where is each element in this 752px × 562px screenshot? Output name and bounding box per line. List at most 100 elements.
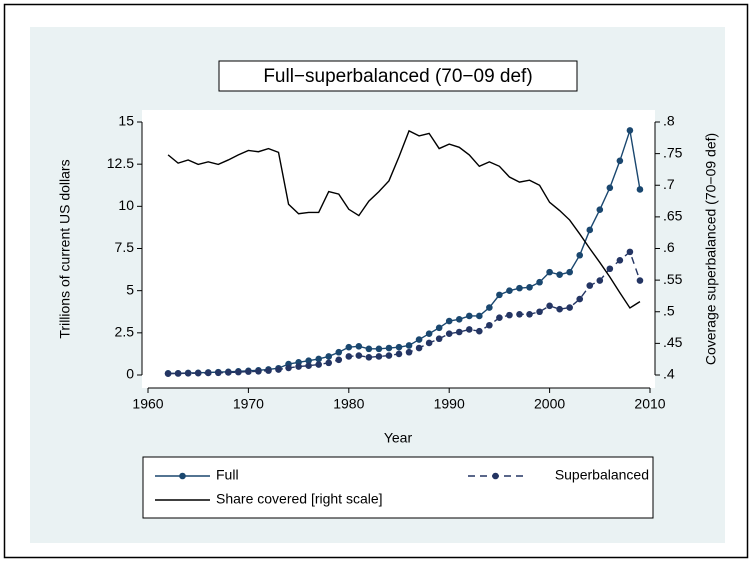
y-tick-label: 7.5 bbox=[115, 239, 135, 255]
series-marker bbox=[425, 330, 433, 337]
series-marker bbox=[586, 226, 594, 234]
legend-marker bbox=[492, 472, 499, 480]
series-marker bbox=[255, 367, 262, 375]
series-marker bbox=[245, 368, 252, 375]
series-marker bbox=[626, 248, 634, 256]
series-marker bbox=[405, 348, 413, 356]
series-marker bbox=[164, 370, 172, 377]
series-marker bbox=[465, 326, 473, 333]
legend-label: Share covered [right scale] bbox=[216, 491, 383, 507]
series-marker bbox=[536, 308, 543, 316]
series-marker bbox=[365, 353, 373, 361]
series-marker bbox=[556, 305, 563, 313]
series-marker bbox=[204, 369, 212, 377]
x-tick-label: 1990 bbox=[434, 396, 465, 412]
series-marker bbox=[325, 353, 333, 360]
y2-tick-label: .5 bbox=[663, 302, 675, 318]
y2-tick-label: .65 bbox=[663, 208, 683, 224]
y2-tick-label: .55 bbox=[663, 271, 683, 287]
series-marker bbox=[516, 284, 523, 292]
series-marker bbox=[395, 350, 403, 358]
y2-tick-label: .4 bbox=[663, 366, 675, 382]
series-marker bbox=[445, 317, 453, 325]
series-marker bbox=[235, 368, 242, 376]
series-marker bbox=[476, 327, 483, 335]
series-marker bbox=[506, 287, 513, 294]
y2-tick-label: .7 bbox=[663, 176, 675, 192]
series-marker bbox=[415, 344, 423, 352]
y-tick-label: 2.5 bbox=[115, 324, 135, 340]
series-marker bbox=[405, 342, 413, 349]
title-box bbox=[218, 60, 578, 92]
series-marker bbox=[445, 330, 453, 337]
series-marker bbox=[355, 352, 363, 359]
legend-label: Full bbox=[216, 467, 239, 483]
series-marker bbox=[596, 206, 604, 214]
series-marker bbox=[526, 283, 533, 291]
x-tick-label: 1960 bbox=[132, 396, 163, 412]
legend-box bbox=[142, 456, 654, 519]
series-marker bbox=[496, 314, 503, 321]
series-marker bbox=[335, 348, 343, 356]
series-marker bbox=[325, 359, 333, 367]
series-marker bbox=[295, 363, 302, 370]
series-marker bbox=[305, 357, 312, 364]
x-tick-label: 2010 bbox=[634, 396, 665, 412]
series-marker bbox=[385, 352, 393, 359]
series-marker bbox=[606, 184, 614, 192]
series-marker bbox=[214, 369, 222, 377]
series-marker bbox=[435, 324, 443, 332]
series-marker bbox=[365, 345, 373, 353]
series-marker bbox=[506, 311, 513, 319]
legend-label: Superbalanced bbox=[555, 467, 649, 483]
series-marker bbox=[556, 271, 563, 278]
series-marker bbox=[315, 355, 322, 363]
series-marker bbox=[616, 257, 624, 264]
series-marker bbox=[225, 369, 232, 376]
y-tick-label: 12.5 bbox=[107, 155, 134, 171]
series-marker bbox=[345, 353, 353, 360]
series-marker bbox=[275, 366, 282, 373]
y-axis-title: Trillions of current US dollars bbox=[57, 159, 73, 338]
series-line bbox=[167, 129, 641, 309]
y-tick-label: 0 bbox=[126, 366, 134, 382]
series-marker bbox=[486, 321, 493, 329]
x-axis-title: Year bbox=[384, 430, 413, 446]
series-marker bbox=[395, 343, 403, 351]
series-marker bbox=[455, 316, 463, 323]
series-marker bbox=[345, 343, 353, 351]
series-marker bbox=[435, 335, 443, 343]
series-marker bbox=[375, 353, 383, 360]
chart-title: Full−superbalanced (70−09 def) bbox=[263, 66, 532, 87]
series-marker bbox=[576, 295, 584, 303]
y-tick-label: 10 bbox=[118, 197, 134, 213]
series-marker bbox=[546, 302, 553, 310]
y2-tick-label: .8 bbox=[663, 113, 675, 129]
series-marker bbox=[355, 343, 363, 350]
series-marker bbox=[476, 312, 483, 320]
series-marker bbox=[616, 157, 624, 165]
series-marker bbox=[385, 344, 393, 352]
series-marker bbox=[285, 364, 292, 372]
x-tick-label: 1980 bbox=[333, 396, 364, 412]
series-marker bbox=[425, 339, 433, 347]
x-tick-label: 1970 bbox=[233, 396, 264, 412]
series-marker bbox=[375, 345, 383, 353]
y2-tick-label: .45 bbox=[663, 334, 683, 350]
series-marker bbox=[536, 278, 543, 286]
series-marker bbox=[486, 304, 493, 311]
series-marker bbox=[174, 370, 182, 377]
series-marker bbox=[636, 277, 644, 284]
series-marker bbox=[526, 310, 533, 318]
series-marker bbox=[626, 127, 634, 134]
series-marker bbox=[265, 367, 272, 374]
series-marker bbox=[335, 356, 343, 364]
series-marker bbox=[606, 265, 614, 273]
series-marker bbox=[576, 251, 584, 259]
series-marker bbox=[465, 312, 473, 320]
series-marker bbox=[586, 282, 594, 289]
series-marker bbox=[516, 310, 523, 318]
series-marker bbox=[496, 291, 503, 299]
series-marker bbox=[566, 304, 573, 311]
